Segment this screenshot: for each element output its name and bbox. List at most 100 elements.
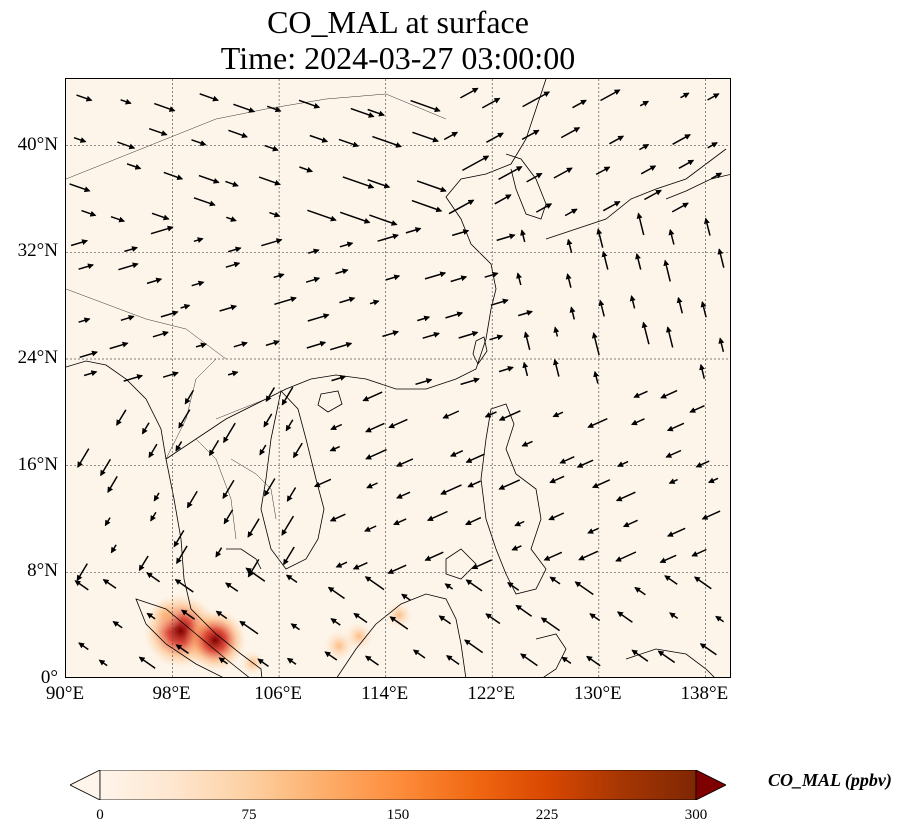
colorbar-tick-label: 300: [684, 807, 708, 823]
wind-arrow: [405, 227, 422, 234]
wind-arrow: [704, 217, 711, 236]
wind-arrow: [666, 422, 685, 432]
wind-arrow: [281, 515, 295, 536]
wind-arrow: [263, 478, 276, 497]
wind-arrow: [215, 610, 228, 620]
wind-arrow: [523, 331, 531, 350]
wind-arrow: [587, 418, 608, 428]
wind-arrow: [107, 476, 118, 493]
wind-arrow: [342, 176, 375, 189]
wind-arrow: [516, 272, 522, 286]
wind-arrow: [496, 233, 516, 242]
wind-arrow: [522, 361, 529, 377]
wind-arrow: [564, 208, 578, 217]
wind-arrow: [77, 448, 90, 468]
wind-arrow: [615, 491, 636, 502]
wind-arrow: [118, 262, 139, 271]
wind-arrow: [329, 513, 346, 522]
wind-arrow: [193, 237, 204, 243]
wind-arrow: [426, 510, 448, 521]
wind-arrow: [695, 460, 710, 468]
wind-arrow: [76, 94, 93, 102]
wind-arrow: [175, 644, 189, 655]
wind-arrow: [464, 516, 482, 526]
wind-arrow: [520, 229, 526, 243]
wind-arrow: [616, 611, 633, 623]
wind-arrow: [76, 563, 88, 582]
wind-arrow: [458, 330, 479, 339]
wind-arrow: [410, 99, 441, 113]
wind-arrow: [424, 551, 444, 561]
wind-arrow: [330, 423, 343, 430]
wind-arrow: [233, 103, 256, 113]
wind-arrow: [364, 576, 385, 591]
wind-arrow: [362, 391, 383, 402]
wind-arrow: [290, 623, 300, 631]
concentration-field: [143, 594, 413, 676]
wind-arrow: [112, 620, 123, 629]
wind-arrow: [699, 643, 717, 656]
wind-arrow: [258, 176, 281, 186]
wind-arrow: [162, 371, 179, 378]
wind-arrow: [665, 449, 682, 458]
wind-arrow: [553, 326, 560, 337]
wind-arrow: [595, 166, 611, 176]
wind-arrow: [664, 575, 678, 585]
wind-arrow: [352, 562, 368, 570]
wind-arrow: [152, 330, 169, 338]
wind-arrow: [329, 445, 341, 452]
wind-arrow: [372, 135, 402, 148]
wind-arrow: [367, 178, 391, 189]
wind-arrow: [659, 554, 677, 564]
wind-arrow: [589, 613, 601, 622]
wind-arrow: [146, 612, 156, 620]
wind-arrow: [443, 131, 459, 141]
wind-arrow: [718, 337, 725, 352]
wind-arrow: [634, 586, 646, 596]
wind-arrow: [382, 330, 400, 338]
wind-arrow: [292, 442, 303, 459]
wind-arrow: [616, 460, 629, 467]
wind-arrow: [707, 477, 719, 484]
wind-arrow: [223, 422, 236, 444]
map-canvas: [66, 79, 730, 677]
co-hotspot: [344, 621, 375, 652]
wind-arrow: [717, 248, 725, 268]
wind-arrow: [266, 105, 282, 113]
wind-arrow: [657, 650, 676, 664]
wind-arrow: [707, 142, 718, 149]
lon-tick-label: 114°E: [361, 683, 409, 704]
wind-arrow: [412, 131, 439, 143]
wind-arrow: [178, 409, 191, 429]
wind-arrow: [335, 561, 348, 568]
wind-arrow: [247, 559, 260, 578]
wind-arrow: [285, 419, 294, 432]
wind-arrow: [74, 580, 89, 591]
wind-vectors: [69, 87, 725, 669]
co-hotspot: [148, 598, 183, 632]
wind-arrow: [691, 548, 707, 557]
wind-arrow: [514, 520, 525, 527]
wind-arrow: [225, 261, 241, 268]
wind-arrow: [710, 172, 723, 180]
wind-arrow: [298, 99, 321, 109]
wind-arrow: [225, 582, 239, 592]
wind-arrow: [283, 546, 295, 566]
co-hotspot: [184, 609, 247, 672]
wind-arrow: [462, 155, 490, 172]
wind-arrow: [273, 272, 285, 279]
wind-arrow: [120, 98, 132, 105]
wind-arrow: [102, 578, 117, 589]
wind-arrow: [561, 656, 572, 665]
wind-arrow: [666, 527, 686, 537]
wind-arrow: [263, 413, 273, 428]
wind-arrow: [668, 478, 678, 484]
wind-arrow: [633, 390, 648, 398]
wind-arrow: [574, 581, 594, 596]
colorbar-extend-high: [695, 769, 727, 801]
wind-arrow: [70, 239, 89, 247]
wind-arrow: [444, 583, 454, 590]
wind-arrow: [693, 576, 712, 590]
wind-arrow: [223, 509, 234, 525]
wind-arrow: [69, 183, 91, 193]
